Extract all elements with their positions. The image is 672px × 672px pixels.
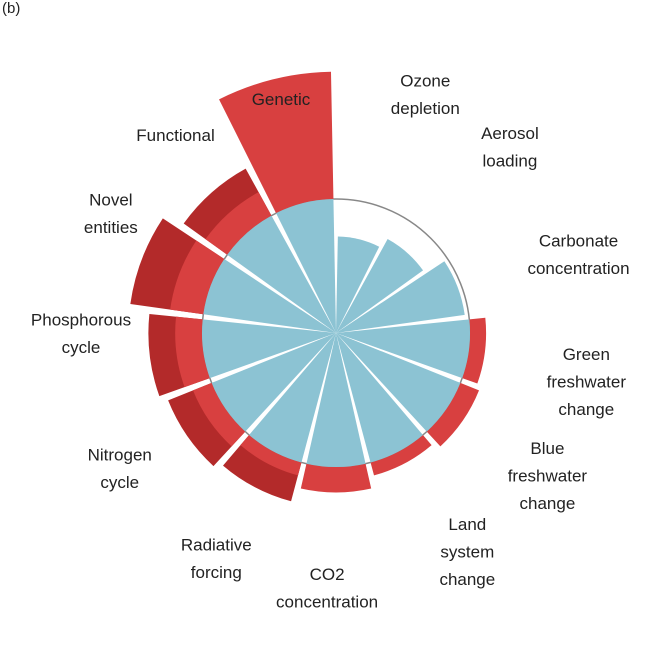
- label-line: Green: [563, 345, 610, 364]
- bar-safe-carbonate-concentration: [336, 261, 465, 333]
- bar-beyond-co2-concentration: [300, 463, 372, 493]
- label-carbonate-concentration: Carbonate concentration: [527, 231, 629, 277]
- panel-label: (b): [2, 0, 21, 17]
- label-genetic: Genetic: [252, 90, 311, 109]
- label-line: system: [440, 543, 494, 562]
- bar-safe-co2-concentration: [306, 333, 366, 467]
- label-line: concentration: [527, 259, 629, 278]
- label-blue-freshwater-change: Blue freshwater change: [508, 439, 588, 513]
- label-green-freshwater-change: Green freshwater change: [547, 345, 627, 419]
- bar-uncertainty-functional: [183, 168, 272, 255]
- label-functional: Functional: [136, 126, 214, 145]
- label-line: Aerosol: [481, 124, 539, 143]
- label-line: entities: [84, 218, 138, 237]
- bar-beyond-genetic: [219, 71, 334, 214]
- label-line: cycle: [62, 338, 101, 357]
- label-line: Carbonate: [539, 231, 618, 250]
- label-line: depletion: [391, 99, 460, 118]
- bar-safe-ozone-depletion: [336, 236, 380, 333]
- bar-beyond-phosphorous-cycle: [175, 316, 210, 388]
- label-nitrogen-cycle: Nitrogen cycle: [88, 445, 152, 492]
- label-line: loading: [482, 151, 537, 170]
- bar-beyond-green-freshwater-change: [462, 317, 487, 384]
- bar-safe-blue-freshwater-change: [336, 333, 461, 432]
- label-co2-concentration: CO2 concentration: [276, 565, 378, 612]
- label-line: change: [558, 400, 614, 419]
- label-line: Radiative: [181, 535, 252, 554]
- bar-safe-functional: [227, 215, 336, 333]
- label-line: change: [520, 494, 576, 513]
- bar-safe-nitrogen-cycle: [211, 333, 336, 432]
- label-line: Functional: [136, 126, 214, 145]
- bar-safe-green-freshwater-change: [336, 319, 471, 379]
- label-line: freshwater: [508, 467, 588, 486]
- bar-beyond-radiative-forcing: [240, 434, 302, 476]
- label-line: Phosphorous: [31, 310, 131, 329]
- bar-beyond-land-system-change: [370, 434, 432, 476]
- bar-uncertainty-radiative-forcing: [223, 434, 302, 502]
- bar-beyond-novel-entities: [170, 240, 225, 315]
- label-aerosol-loading: Aerosol loading: [481, 124, 539, 171]
- bar-beyond-functional: [205, 192, 272, 255]
- label-line: Novel: [89, 191, 132, 210]
- label-radiative-forcing: Radiative forcing: [181, 535, 252, 582]
- label-line: Land: [448, 515, 486, 534]
- bar-safe-novel-entities: [203, 259, 336, 333]
- label-line: Blue: [530, 439, 564, 458]
- bar-uncertainty-nitrogen-cycle: [168, 382, 246, 467]
- label-line: Genetic: [252, 90, 311, 109]
- label-line: CO2: [310, 565, 345, 584]
- bar-safe-aerosol-loading: [336, 239, 424, 333]
- bar-beyond-blue-freshwater-change: [426, 382, 480, 447]
- label-line: freshwater: [547, 373, 627, 392]
- label-land-system-change: Land system change: [439, 515, 495, 589]
- label-novel-entities: Novel entities: [84, 191, 138, 238]
- bar-safe-land-system-change: [336, 333, 423, 463]
- bar-safe-phosphorous-cycle: [202, 319, 336, 379]
- label-line: concentration: [276, 593, 378, 612]
- label-line: Nitrogen: [88, 445, 152, 464]
- label-ozone-depletion: Ozone depletion: [391, 71, 460, 118]
- label-line: change: [439, 570, 495, 589]
- bar-beyond-nitrogen-cycle: [192, 382, 246, 447]
- label-phosphorous-cycle: Phosphorous cycle: [31, 310, 131, 357]
- label-line: cycle: [100, 473, 139, 492]
- bar-safe-genetic: [276, 199, 336, 333]
- bar-safe-radiative-forcing: [249, 333, 336, 463]
- label-line: forcing: [191, 563, 242, 582]
- label-line: Ozone: [400, 71, 450, 90]
